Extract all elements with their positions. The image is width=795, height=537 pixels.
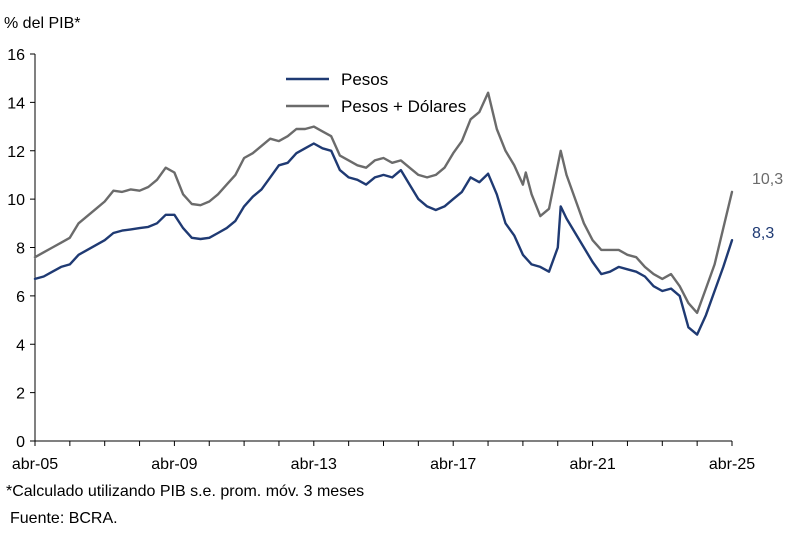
y-tick-label: 6 xyxy=(16,289,25,306)
calculation-footnote: *Calculado utilizando PIB s.e. prom. móv… xyxy=(6,483,365,500)
axes: 0 2 4 6 8 10 12 14 16 abr-05 abr-09 abr-13 abr-17 abr… xyxy=(7,47,755,473)
series-layer xyxy=(33,91,734,336)
x-tick-label: abr-21 xyxy=(569,456,615,473)
y-tick-label: 8 xyxy=(16,241,25,258)
legend-label: Pesos xyxy=(341,70,388,89)
series-line-pesos-dolares xyxy=(33,91,734,314)
series-end-label: 8,3 xyxy=(752,225,774,242)
x-tick-label: abr-05 xyxy=(12,456,58,473)
y-tick-label: 2 xyxy=(16,386,25,403)
source-footnote: Fuente: BCRA. xyxy=(10,510,118,527)
x-tick-label: abr-25 xyxy=(709,456,755,473)
y-tick-label: 0 xyxy=(16,434,25,451)
series-end-label: 10,3 xyxy=(752,171,783,188)
y-tick-label: 12 xyxy=(7,144,25,161)
x-tick-label: abr-13 xyxy=(291,456,337,473)
end-labels: 8,3 10,3 xyxy=(752,171,783,242)
y-axis-unit-label: % del PIB* xyxy=(4,15,80,32)
x-tick-label: abr-17 xyxy=(430,456,476,473)
y-tick-label: 14 xyxy=(7,95,25,112)
series-line-pesos xyxy=(33,142,734,336)
x-tick-label: abr-09 xyxy=(151,456,197,473)
y-tick-label: 10 xyxy=(7,192,25,209)
y-tick-label: 4 xyxy=(16,337,25,354)
legend: Pesos Pesos + Dólares xyxy=(286,70,466,116)
legend-label: Pesos + Dólares xyxy=(341,97,466,116)
y-tick-label: 16 xyxy=(7,47,25,64)
